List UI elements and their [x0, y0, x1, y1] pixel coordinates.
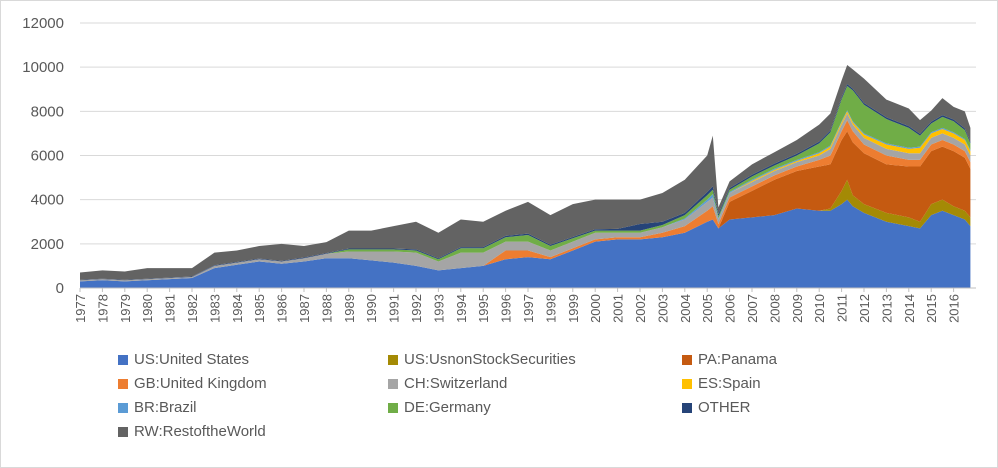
- x-tick-label: 2004: [678, 294, 693, 323]
- legend-item: US:UsnonStockSecurities: [388, 351, 576, 368]
- legend-item: CH:Switzerland: [388, 375, 507, 392]
- x-tick-label: 1977: [73, 294, 88, 323]
- x-tick-label: 1985: [252, 294, 267, 323]
- legend-swatch: [388, 354, 398, 365]
- y-tick-label: 10000: [22, 59, 64, 76]
- legend-label: PA:Panama: [698, 351, 777, 368]
- area-series: [80, 64, 971, 288]
- legend-item: RW:RestoftheWorld: [118, 423, 266, 440]
- legend-swatch: [682, 354, 692, 365]
- legend-swatch: [388, 378, 398, 389]
- legend-label: BR:Brazil: [134, 399, 197, 416]
- legend-swatch: [388, 402, 398, 413]
- x-tick-label: 1986: [275, 294, 290, 323]
- legend-label: GB:United Kingdom: [134, 375, 267, 392]
- legend-item: OTHER: [682, 399, 751, 416]
- x-tick-label: 1998: [543, 294, 558, 323]
- x-tick-label: 1990: [364, 294, 379, 323]
- legend-swatch: [682, 402, 692, 413]
- x-tick-label: 2006: [723, 294, 738, 323]
- legend-swatch: [118, 378, 128, 389]
- x-tick-label: 1981: [163, 294, 178, 323]
- area-series-pa-2: [80, 131, 971, 282]
- y-tick-label: 2000: [31, 236, 64, 253]
- y-tick-label: 12000: [22, 15, 64, 32]
- x-tick-label: 1983: [207, 294, 222, 323]
- x-tick-label: 2009: [790, 294, 805, 323]
- y-tick-label: 6000: [31, 148, 64, 165]
- x-tick-label: 2003: [655, 294, 670, 323]
- x-tick-label: 1979: [118, 294, 133, 323]
- x-tick-label: 1988: [319, 294, 334, 323]
- x-tick-label: 2010: [812, 294, 827, 323]
- x-tick-label: 1984: [230, 294, 245, 323]
- x-tick-label: 2013: [879, 294, 894, 323]
- x-tick-label: 1980: [140, 294, 155, 323]
- x-tick-label: 1992: [409, 294, 424, 323]
- x-tick-label: 2012: [857, 294, 872, 323]
- legend-label: OTHER: [698, 399, 751, 416]
- x-tick-label: 2000: [588, 294, 603, 323]
- x-tick-label: 2015: [924, 294, 939, 323]
- x-tick-label: 2011: [835, 294, 850, 322]
- legend-item: US:United States: [118, 351, 249, 368]
- legend-swatch: [118, 402, 128, 413]
- x-tick-label: 2008: [767, 294, 782, 323]
- legend-item: DE:Germany: [388, 399, 491, 416]
- legend-label: CH:Switzerland: [404, 375, 508, 392]
- x-tick-label: 2002: [633, 294, 648, 323]
- legend-label: US:United States: [134, 351, 250, 368]
- legend-swatch: [118, 426, 128, 437]
- legend-swatch: [682, 378, 692, 389]
- x-tick-label: 2014: [902, 294, 917, 323]
- x-tick-label: 1995: [476, 294, 491, 323]
- legend-item: GB:United Kingdom: [118, 375, 267, 392]
- x-tick-label: 1994: [454, 294, 469, 323]
- x-tick-label: 2005: [700, 294, 715, 323]
- legend-item: PA:Panama: [682, 351, 777, 368]
- x-tick-label: 1982: [185, 294, 200, 323]
- y-tick-label: 4000: [31, 192, 64, 209]
- x-tick-label: 1999: [566, 294, 581, 323]
- legend-label: ES:Spain: [698, 375, 761, 392]
- area-series-de-7: [80, 85, 971, 281]
- legend-label: RW:RestoftheWorld: [134, 423, 266, 440]
- area-series-ch-4: [80, 113, 971, 282]
- legend-label: US:UsnonStockSecurities: [404, 351, 576, 368]
- x-tick-label: 1991: [387, 294, 402, 323]
- y-tick-label: 8000: [31, 103, 64, 120]
- x-tick-label: 2007: [745, 294, 760, 323]
- x-tick-label: 1996: [499, 294, 514, 323]
- y-tick-label: 0: [56, 280, 64, 297]
- x-tick-label: 2016: [947, 294, 962, 323]
- x-tick-label: 1978: [95, 294, 110, 323]
- x-tick-label: 1989: [342, 294, 357, 323]
- axes: 0 2000 4000 6000 8000 10000 12000 1977 1978 1979 1…: [22, 15, 976, 323]
- x-tick-label: 1987: [297, 294, 312, 323]
- legend-item: ES:Spain: [682, 375, 761, 392]
- x-tick-label: 2001: [611, 294, 626, 323]
- x-tick-label: 1997: [521, 294, 536, 323]
- legend-swatch: [118, 354, 128, 365]
- x-tick-label: 1993: [431, 294, 446, 323]
- area-series-us-0: [80, 199, 971, 288]
- legend-label: DE:Germany: [404, 399, 491, 416]
- legend-item: BR:Brazil: [118, 399, 197, 416]
